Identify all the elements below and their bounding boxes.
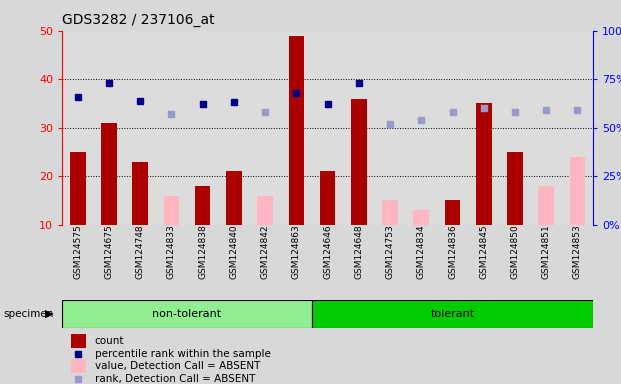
- Bar: [562, 31, 593, 225]
- Text: GSM124836: GSM124836: [448, 225, 457, 280]
- Text: GDS3282 / 237106_at: GDS3282 / 237106_at: [62, 13, 215, 27]
- Bar: [414, 210, 429, 225]
- Text: percentile rank within the sample: percentile rank within the sample: [94, 349, 270, 359]
- Bar: [62, 300, 312, 328]
- Text: GSM124845: GSM124845: [479, 225, 488, 279]
- Text: GSM124853: GSM124853: [573, 225, 582, 280]
- Bar: [476, 103, 492, 225]
- Text: GSM124833: GSM124833: [167, 225, 176, 280]
- Bar: [101, 123, 117, 225]
- Bar: [437, 31, 468, 225]
- Bar: [351, 99, 366, 225]
- Bar: [312, 31, 343, 225]
- Text: specimen: specimen: [3, 309, 53, 319]
- Text: count: count: [94, 336, 124, 346]
- Text: GSM124748: GSM124748: [135, 225, 145, 279]
- Text: rank, Detection Call = ABSENT: rank, Detection Call = ABSENT: [94, 374, 255, 384]
- Bar: [71, 334, 86, 348]
- Bar: [468, 31, 499, 225]
- Bar: [187, 31, 218, 225]
- Bar: [312, 300, 593, 328]
- Text: GSM124675: GSM124675: [104, 225, 114, 280]
- Text: GSM124834: GSM124834: [417, 225, 426, 279]
- Bar: [320, 171, 335, 225]
- Text: GSM124575: GSM124575: [73, 225, 82, 280]
- Text: value, Detection Call = ABSENT: value, Detection Call = ABSENT: [94, 361, 260, 371]
- Bar: [289, 36, 304, 225]
- Text: GSM124850: GSM124850: [510, 225, 520, 280]
- Bar: [250, 31, 281, 225]
- Text: GSM124840: GSM124840: [229, 225, 238, 279]
- Text: GSM124646: GSM124646: [323, 225, 332, 279]
- Bar: [538, 186, 554, 225]
- Text: GSM124838: GSM124838: [198, 225, 207, 280]
- Bar: [507, 152, 523, 225]
- Bar: [218, 31, 250, 225]
- Bar: [374, 31, 406, 225]
- Text: tolerant: tolerant: [430, 309, 474, 319]
- Text: GSM124851: GSM124851: [542, 225, 551, 280]
- Bar: [281, 31, 312, 225]
- Bar: [343, 31, 374, 225]
- Bar: [70, 152, 86, 225]
- Bar: [530, 31, 562, 225]
- Bar: [195, 186, 211, 225]
- Bar: [156, 31, 187, 225]
- Bar: [257, 195, 273, 225]
- Text: GSM124842: GSM124842: [261, 225, 270, 279]
- Bar: [71, 359, 86, 372]
- Bar: [93, 31, 125, 225]
- Bar: [125, 31, 156, 225]
- Bar: [383, 200, 398, 225]
- Bar: [499, 31, 530, 225]
- Text: ▶: ▶: [45, 309, 53, 319]
- Bar: [132, 162, 148, 225]
- Bar: [226, 171, 242, 225]
- Bar: [445, 200, 460, 225]
- Bar: [406, 31, 437, 225]
- Bar: [163, 195, 179, 225]
- Bar: [62, 31, 93, 225]
- Text: GSM124753: GSM124753: [386, 225, 394, 280]
- Text: non-tolerant: non-tolerant: [153, 309, 222, 319]
- Text: GSM124863: GSM124863: [292, 225, 301, 280]
- Bar: [569, 157, 585, 225]
- Text: GSM124648: GSM124648: [355, 225, 363, 279]
